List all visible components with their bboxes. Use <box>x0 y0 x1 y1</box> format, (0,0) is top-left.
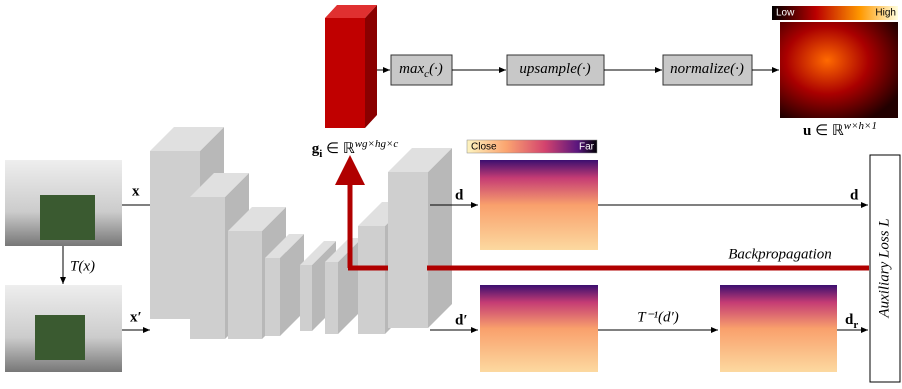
block-side <box>365 5 377 128</box>
depth-close: Close <box>471 142 497 153</box>
inverse-label: T⁻¹(d′) <box>637 309 679 325</box>
input-x-prime: x′ <box>130 309 142 325</box>
network <box>150 127 452 339</box>
depth-image <box>480 285 598 372</box>
loss-label: Auxiliary Loss L <box>876 218 892 318</box>
depth-image <box>720 285 837 372</box>
backprop-label: Backpropagation <box>728 246 832 262</box>
layer-slab <box>190 197 225 339</box>
output-dr: dr <box>845 312 858 330</box>
layer-slab <box>428 148 452 328</box>
layer-slab <box>265 258 280 336</box>
layer-slab <box>325 262 338 334</box>
transform-label: T(x) <box>70 258 95 274</box>
step-label: normalize(·) <box>670 61 744 77</box>
heatmap-label: u ∈ ℝw×h×1 <box>803 120 877 140</box>
output-d-final: d <box>850 187 859 203</box>
step-label: upsample(·) <box>519 61 590 77</box>
heatmap-image <box>780 22 898 118</box>
depth-image <box>480 160 598 250</box>
layer-slab <box>388 172 428 328</box>
step-label: maxc(·) <box>399 61 443 79</box>
depth-far: Far <box>579 142 595 153</box>
colorbar-low: Low <box>776 8 795 19</box>
chair <box>40 195 95 240</box>
diagram: maxc(·) upsample(·) normalize(·) Low Hig… <box>0 0 902 384</box>
colorbar-high: High <box>875 8 896 19</box>
output-d: d <box>455 187 464 203</box>
layer-slab <box>358 226 385 334</box>
input-x: x <box>132 183 140 199</box>
features-label: gi ∈ ℝwg×hg×c <box>312 138 399 160</box>
block-front <box>325 18 365 128</box>
layer-slab <box>300 265 312 331</box>
layer-slab <box>228 231 262 339</box>
output-d-prime: d′ <box>455 312 468 328</box>
chair <box>35 315 85 360</box>
